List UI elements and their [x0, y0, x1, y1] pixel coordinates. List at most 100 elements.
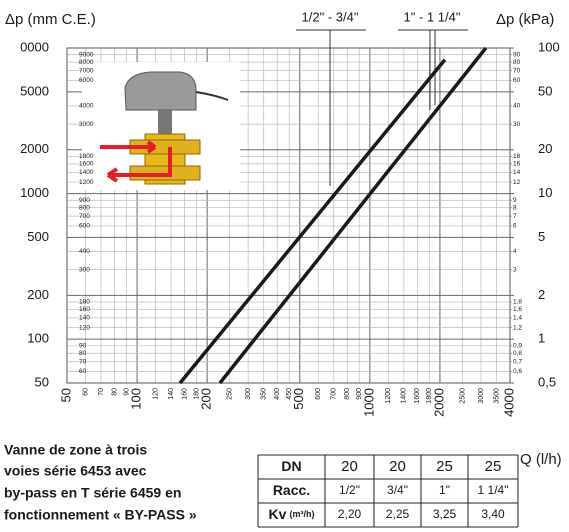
product-image — [82, 62, 240, 190]
series-line — [178, 58, 447, 385]
y2-minor-tick-label: 7 — [513, 213, 517, 220]
x-minor-tick-label: 80 — [111, 388, 118, 396]
y-tick-label: 1000 — [20, 185, 49, 200]
y2-minor-tick-label: 60 — [513, 77, 521, 84]
y-minor-tick-label: 120 — [79, 324, 90, 331]
y2-minor-tick-label: 1,2 — [513, 324, 522, 331]
y2-minor-tick-label: 9 — [513, 197, 517, 204]
table-cell: 3,25 — [433, 507, 457, 521]
y-minor-tick-label: 700 — [79, 213, 90, 220]
y-minor-tick-label: 800 — [79, 204, 90, 211]
y-minor-tick-label: 900 — [79, 197, 90, 204]
caption: Vanne de zone à trois voies série 6453 a… — [4, 442, 197, 523]
x-tick-label: 200 — [199, 388, 214, 410]
y2-minor-tick-label: 90 — [513, 51, 521, 58]
row-label: Racc. — [273, 482, 310, 498]
y-minor-tick-label: 8000 — [79, 59, 94, 66]
y2-tick-label: 10 — [538, 185, 552, 200]
table-cell: 1 1/4" — [478, 483, 509, 497]
y-tick-label: 200 — [27, 287, 49, 302]
row-label-text: Kv — [269, 506, 287, 522]
y2-tick-label: 5 — [538, 229, 545, 244]
y-axis-label: Δp (mm C.E.) — [5, 11, 96, 28]
y2-minor-tick-label: 0,6 — [513, 368, 522, 375]
y2-minor-tick-label: 16 — [513, 161, 521, 168]
y-minor-tick-label: 600 — [79, 223, 90, 230]
caption-line: fonctionnement « BY-PASS » — [4, 507, 197, 523]
y2-minor-tick-label: 1,4 — [513, 315, 522, 322]
row-unit: (m³/h) — [289, 509, 314, 519]
y2-minor-tick-label: 70 — [513, 67, 521, 74]
x-tick-label: 100 — [129, 388, 144, 410]
x-minor-tick-label: 140 — [168, 388, 175, 400]
y2-minor-tick-label: 0,7 — [513, 358, 522, 365]
y-minor-tick-label: 400 — [79, 248, 90, 255]
x-minor-tick-label: 700 — [331, 388, 338, 400]
y-minor-tick-label: 90 — [79, 343, 87, 350]
series-line — [218, 46, 488, 385]
y-tick-label: 2000 — [20, 141, 49, 156]
x-minor-tick-label: 60 — [82, 388, 89, 396]
y2-tick-label: 50 — [538, 83, 552, 98]
y2-minor-tick-label: 80 — [513, 59, 521, 66]
y2-minor-tick-label: 14 — [513, 169, 521, 176]
x-minor-tick-label: 2500 — [459, 388, 466, 404]
table-cell: 2,20 — [338, 507, 362, 521]
y2-minor-tick-label: 4 — [513, 248, 517, 255]
y2-tick-label: 100 — [538, 39, 560, 54]
x-minor-tick-label: 3500 — [493, 388, 500, 404]
x-tick-label: 2000 — [431, 388, 446, 417]
x-minor-tick-label: 160 — [181, 388, 188, 400]
y-minor-tick-label: 7000 — [79, 67, 94, 74]
x-minor-tick-label: 1400 — [401, 388, 408, 404]
x-tick-label: 4000 — [501, 388, 516, 417]
caption-line: Vanne de zone à trois — [4, 442, 147, 458]
table-cell: 25 — [485, 458, 502, 475]
y-minor-tick-label: 4000 — [79, 103, 94, 110]
y-minor-tick-label: 3000 — [79, 121, 94, 128]
y2-minor-tick-label: 6 — [513, 223, 517, 230]
y-tick-label: 500 — [27, 229, 49, 244]
series-label: 1" - 1 1/4" — [404, 9, 461, 24]
table-cell: 2,25 — [386, 507, 410, 521]
plot-frame — [66, 47, 511, 384]
kv-table: DN 20 20 25 25 Racc. 1/2" 3/4" 1" 1 1/4" Kv (m³/h) 2… — [257, 454, 519, 528]
y2-minor-tick-label: 40 — [513, 103, 521, 110]
x-minor-tick-label: 1200 — [385, 388, 392, 404]
y-tick-label: 50 — [35, 374, 49, 389]
y-minor-tick-label: 1800 — [79, 153, 94, 160]
table-cell: 25 — [436, 458, 453, 475]
table-cell: 1" — [439, 483, 450, 497]
y-minor-tick-label: 140 — [79, 315, 90, 322]
caption-line: voies série 6453 avec — [4, 463, 147, 479]
y-tick-label: 100 — [27, 331, 49, 346]
table-cell: 20 — [341, 458, 358, 475]
caption-line: by-pass en T série 6459 en — [4, 485, 181, 501]
table-cell: 1/2" — [339, 483, 360, 497]
y2-minor-tick-label: 8 — [513, 204, 517, 211]
x-minor-tick-label: 1600 — [414, 388, 421, 404]
y-minor-tick-label: 80 — [79, 350, 87, 357]
row-label-text: Racc. — [273, 482, 310, 498]
y-minor-tick-label: 9000 — [79, 51, 94, 58]
y2-tick-label: 20 — [538, 141, 552, 156]
x-tick-label: 1000 — [361, 388, 376, 417]
y2-tick-label: 1 — [538, 331, 545, 346]
row-label: Kv (m³/h) — [269, 506, 315, 522]
y-minor-tick-label: 1200 — [79, 179, 94, 186]
x-minor-tick-label: 250 — [227, 388, 234, 400]
x-tick-label: 500 — [291, 388, 306, 410]
y-minor-tick-label: 6000 — [79, 77, 94, 84]
y2-minor-tick-label: 0,9 — [513, 343, 522, 350]
x-minor-tick-label: 70 — [98, 388, 105, 396]
x-minor-tick-label: 400 — [274, 388, 281, 400]
x-minor-tick-label: 600 — [315, 388, 322, 400]
x-minor-tick-label: 1800 — [426, 388, 433, 404]
y-minor-tick-label: 1600 — [79, 161, 94, 168]
x-minor-tick-label: 180 — [193, 388, 200, 400]
y2-axis-label: Δp (kPa) — [496, 11, 554, 28]
x-minor-tick-label: 350 — [261, 388, 268, 400]
y-minor-tick-label: 300 — [79, 266, 90, 273]
